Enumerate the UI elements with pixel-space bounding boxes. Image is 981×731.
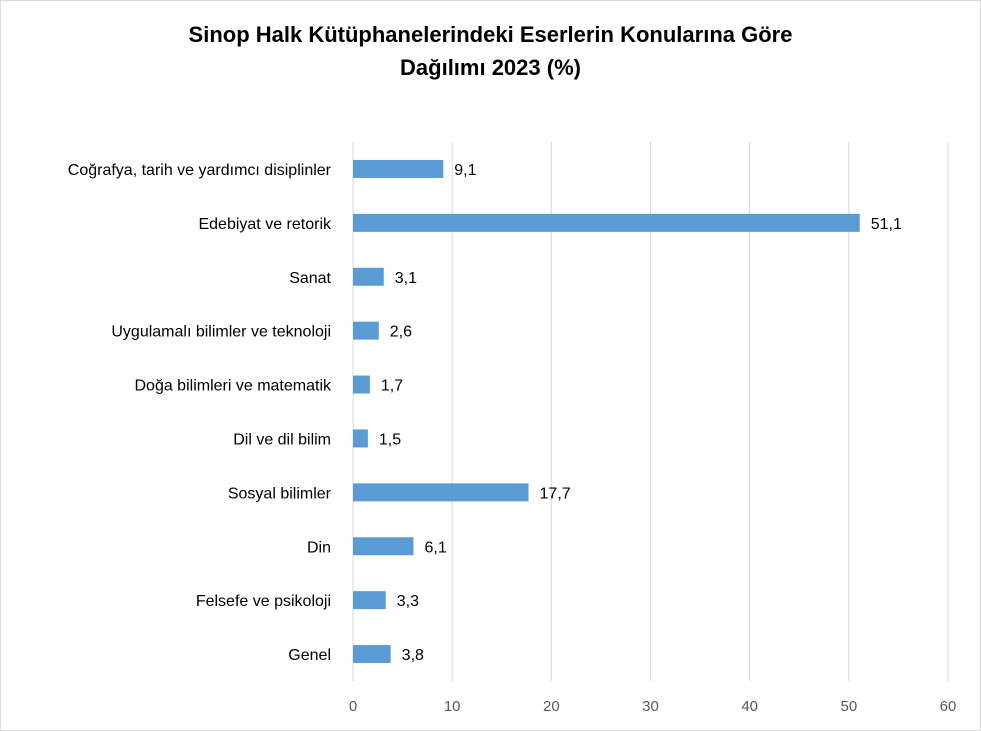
bar-1 xyxy=(353,213,860,232)
x-tick-label-2: 20 xyxy=(543,698,560,715)
data-label-9: 3,8 xyxy=(402,647,424,664)
bar-2 xyxy=(353,267,384,286)
bar-9 xyxy=(353,645,391,664)
bar-5 xyxy=(353,429,368,448)
data-label-4: 1,7 xyxy=(381,378,403,395)
bar-0 xyxy=(353,159,444,178)
category-label-2: Sanat xyxy=(289,270,331,287)
data-label-8: 3,3 xyxy=(397,593,419,610)
chart-title: Sinop Halk Kütüphanelerindeki Eserlerin … xyxy=(0,18,981,84)
data-label-0: 9,1 xyxy=(454,162,476,179)
category-label-8: Felsefe ve psikoloji xyxy=(196,593,331,610)
chart-title-line-2: Dağılımı 2023 (%) xyxy=(400,55,581,80)
data-label-7: 6,1 xyxy=(424,539,446,556)
data-label-2: 3,1 xyxy=(395,270,417,287)
category-label-1: Edebiyat ve retorik xyxy=(198,216,332,233)
x-tick-label-3: 30 xyxy=(642,698,659,715)
category-label-5: Dil ve dil bilim xyxy=(233,431,331,448)
data-label-3: 2,6 xyxy=(390,324,412,341)
chart-title-line-1: Sinop Halk Kütüphanelerindeki Eserlerin … xyxy=(188,22,793,47)
data-label-6: 17,7 xyxy=(540,485,571,502)
bar-3 xyxy=(353,321,379,340)
category-label-7: Din xyxy=(307,539,331,556)
category-label-6: Sosyal bilimler xyxy=(228,485,332,502)
bar-7 xyxy=(353,537,414,556)
x-tick-label-6: 60 xyxy=(940,698,957,715)
category-label-0: Coğrafya, tarih ve yardımcı disiplinler xyxy=(68,162,332,179)
data-label-1: 51,1 xyxy=(871,216,902,233)
bar-8 xyxy=(353,591,386,610)
bars xyxy=(353,159,860,664)
x-tick-label-0: 0 xyxy=(349,698,357,715)
category-label-3: Uygulamalı bilimler ve teknoloji xyxy=(111,324,331,341)
category-label-9: Genel xyxy=(288,647,331,664)
x-tick-label-4: 40 xyxy=(741,698,758,715)
bar-4 xyxy=(353,375,370,394)
x-tick-label-5: 50 xyxy=(840,698,857,715)
bar-6 xyxy=(353,483,529,502)
x-tick-label-1: 10 xyxy=(444,698,461,715)
data-label-5: 1,5 xyxy=(379,431,401,448)
labels: 0 10 20 30 40 50 60 Coğrafya, tarih ve yardımcı… xyxy=(68,162,957,715)
category-label-4: Doğa bilimleri ve matematik xyxy=(134,378,332,395)
